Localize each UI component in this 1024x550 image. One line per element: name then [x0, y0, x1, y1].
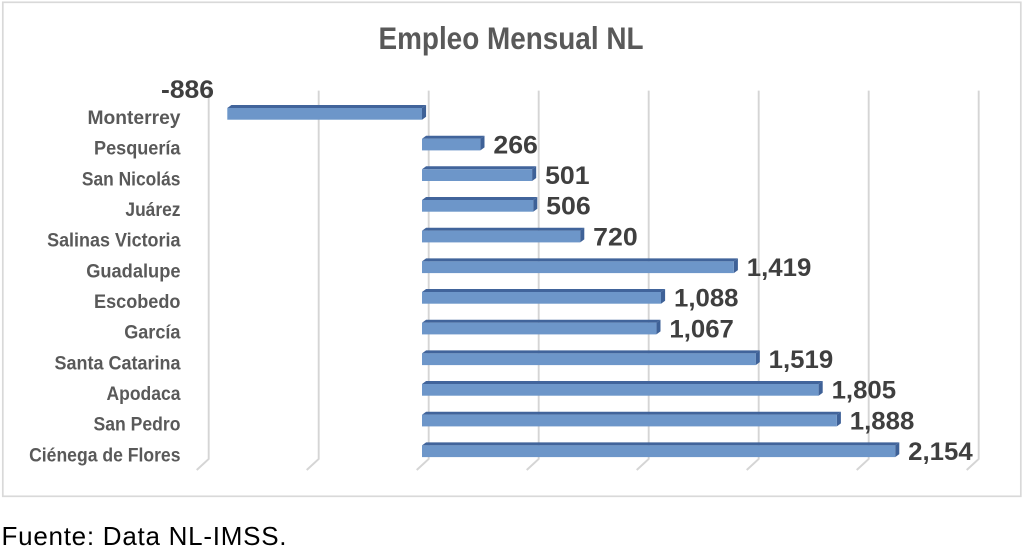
svg-text:266: 266	[493, 132, 538, 159]
svg-text:1,519: 1,519	[769, 347, 834, 374]
svg-text:Salinas Victoria: Salinas Victoria	[47, 231, 181, 252]
svg-text:1,067: 1,067	[669, 316, 734, 343]
svg-text:506: 506	[546, 194, 591, 221]
svg-text:Santa Catarina: Santa Catarina	[55, 353, 181, 374]
svg-text:2,154: 2,154	[908, 439, 973, 466]
svg-text:Empleo Mensual NL: Empleo Mensual NL	[379, 21, 644, 56]
svg-text:Ciénega de Flores: Ciénega de Flores	[29, 445, 180, 466]
svg-text:720: 720	[593, 224, 638, 251]
svg-text:Guadalupe: Guadalupe	[86, 261, 180, 282]
svg-text:501: 501	[545, 163, 590, 190]
svg-text:García: García	[124, 323, 181, 344]
svg-text:Escobedo: Escobedo	[94, 292, 181, 313]
svg-text:Fuente: Data NL-IMSS.: Fuente: Data NL-IMSS.	[2, 521, 287, 550]
svg-text:San Pedro: San Pedro	[94, 415, 181, 436]
svg-text:San Nicolás: San Nicolás	[82, 169, 181, 190]
svg-text:1,888: 1,888	[850, 408, 915, 435]
svg-text:Apodaca: Apodaca	[107, 384, 181, 405]
svg-text:Juárez: Juárez	[125, 200, 180, 221]
svg-text:-886: -886	[161, 77, 214, 104]
svg-text:1,419: 1,419	[747, 255, 812, 282]
svg-text:Monterrey: Monterrey	[88, 108, 181, 129]
svg-text:1,805: 1,805	[832, 378, 897, 405]
svg-text:Pesquería: Pesquería	[94, 139, 181, 160]
svg-text:1,088: 1,088	[674, 286, 739, 313]
